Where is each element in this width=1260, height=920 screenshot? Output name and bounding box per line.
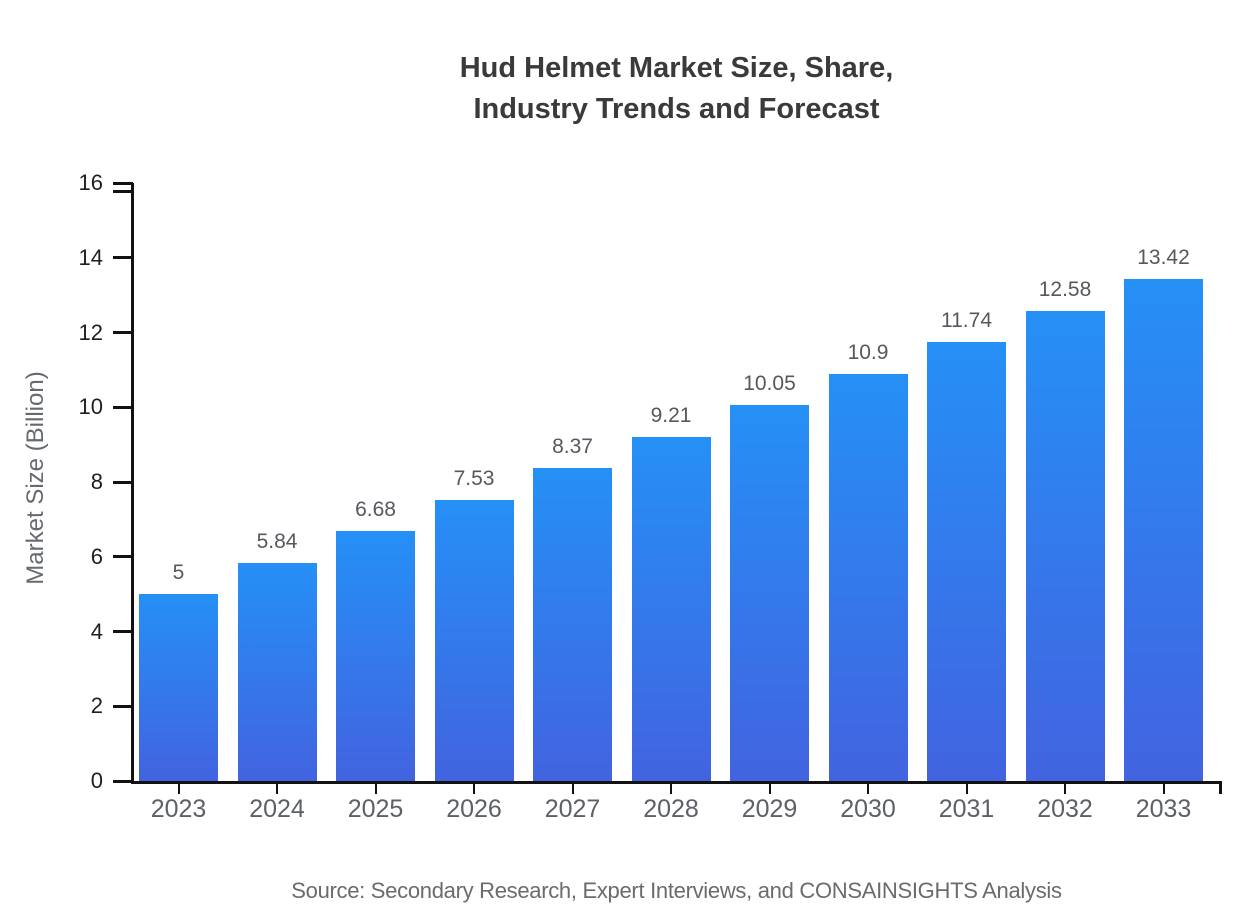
y-tick-label: 2 [90, 693, 103, 719]
x-tick-label: 2028 [643, 795, 699, 823]
y-tick-label: 10 [78, 394, 103, 420]
y-tick [113, 630, 133, 633]
bar [1025, 310, 1105, 781]
y-tick [113, 405, 133, 409]
x-tick-label: 2029 [741, 795, 798, 823]
x-tick-label: 2023 [150, 795, 207, 823]
x-tick [374, 784, 377, 794]
bar [730, 405, 809, 781]
x-tick-label: 2024 [249, 795, 305, 823]
y-tick-label: 8 [90, 469, 103, 494]
chart-title-line-1: Hud Helmet Market Size, Share, [459, 52, 894, 84]
bar-value-label: 6.68 [355, 498, 396, 522]
x-tick [571, 784, 574, 794]
x-tick-label: 2033 [1135, 795, 1192, 823]
y-tick-label: 12 [78, 319, 103, 345]
x-tick [473, 784, 475, 794]
y-tick-label: 14 [78, 244, 103, 270]
bar [336, 531, 415, 781]
x-tick-label: 2030 [840, 795, 896, 823]
bar-value-label: 7.53 [453, 466, 495, 490]
y-tick [113, 181, 133, 185]
x-axis-line [131, 781, 1222, 784]
bar [631, 436, 711, 781]
bar-value-label: 5 [172, 561, 185, 585]
bar-value-label: 12.58 [1038, 277, 1092, 301]
y-tick [113, 256, 133, 260]
bar-value-label: 9.21 [650, 403, 692, 427]
bar-value-label: 10.9 [847, 340, 889, 364]
bar [828, 373, 908, 781]
source-note: Source: Secondary Research, Expert Inter… [291, 878, 1062, 903]
bar-value-label: 13.42 [1137, 246, 1190, 270]
y-tick [113, 779, 133, 783]
x-tick [1064, 784, 1066, 794]
bar [434, 499, 514, 781]
bar [139, 594, 218, 781]
x-tick-label: 2027 [544, 795, 601, 823]
bar [237, 562, 317, 781]
y-tick [113, 555, 133, 559]
x-axis-end-cap [1219, 784, 1222, 794]
bar [1124, 279, 1203, 781]
x-tick [965, 784, 968, 794]
bar-value-label: 5.84 [256, 529, 298, 553]
y-axis-top-cap [113, 190, 133, 193]
x-tick-label: 2031 [938, 795, 995, 823]
x-tick-label: 2032 [1037, 795, 1093, 823]
x-tick-label: 2025 [347, 795, 404, 823]
x-tick [276, 784, 278, 794]
y-tick-label: 16 [78, 170, 103, 195]
chart-title-line-2: Industry Trends and Forecast [473, 93, 880, 125]
bar [927, 342, 1006, 781]
bar-value-label: 10.05 [743, 372, 796, 396]
x-tick [670, 784, 672, 794]
y-axis-line [131, 183, 134, 784]
y-tick [113, 331, 133, 334]
y-tick-label: 6 [90, 543, 103, 569]
y-tick [113, 480, 133, 484]
y-tick-label: 0 [90, 768, 103, 793]
x-tick [1162, 784, 1165, 794]
x-tick-label: 2026 [446, 795, 502, 823]
chart-title: Hud Helmet Market Size, Share, Industry … [131, 48, 1222, 130]
y-tick-label: 4 [90, 618, 103, 644]
bar-value-label: 11.74 [941, 309, 992, 333]
y-tick [113, 704, 133, 708]
x-tick [867, 784, 869, 794]
x-tick [177, 784, 180, 794]
bar [533, 468, 612, 781]
bar-value-label: 8.37 [552, 435, 593, 459]
x-tick [768, 784, 771, 794]
plot-area: 0 2 4 6 8 10 12 14 16 5 2023 5.84 2024 6.68 2025 7.53 20… [79, 170, 1222, 823]
